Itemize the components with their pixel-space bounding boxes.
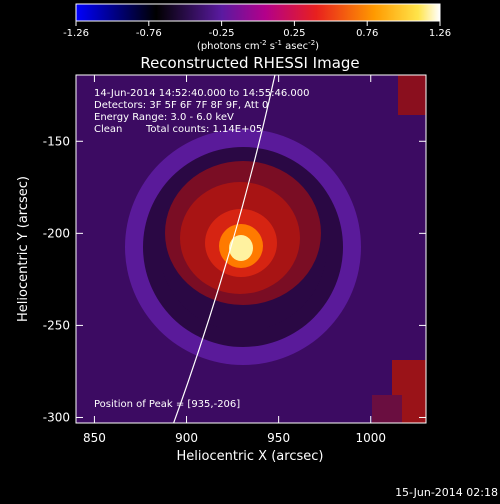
colorbar-tick-label: 0.25	[283, 28, 305, 39]
y-tick-label: -150	[43, 134, 70, 148]
source-peak	[229, 235, 253, 261]
annotation-detectors: Detectors: 3F 5F 6F 7F 8F 9F, Att 0	[94, 100, 268, 111]
solar-limb-line	[173, 75, 276, 423]
colorbar-tick-label: 0.76	[356, 28, 378, 39]
footer-timestamp: 15-Jun-2014 02:18	[395, 486, 498, 499]
x-axis-label: Heliocentric X (arcsec)	[177, 449, 324, 464]
colorbar-tick-label: -1.26	[63, 28, 89, 39]
colorbar-ticks: -1.26 -0.76 -0.25 0.25 0.76 1.26	[63, 21, 451, 39]
y-tick-label: -250	[43, 318, 70, 332]
annotation-peak: Position of Peak = [935,-206]	[94, 399, 240, 410]
annotation-method: Clean	[94, 124, 122, 135]
image-area	[76, 75, 426, 423]
colorbar-tick-label: 1.26	[429, 28, 451, 39]
x-tick-label: 900	[175, 431, 198, 445]
colorbar-unit-label: (photons cm-2 s-1 asec-2)	[197, 39, 319, 52]
corner-source-bottom-right-faint	[372, 395, 402, 423]
colorbar-tick-label: -0.25	[209, 28, 235, 39]
colorbar	[75, 3, 441, 22]
plot-frame	[75, 74, 427, 424]
y-axis-ticks: -150 -200 -250 -300	[43, 134, 426, 424]
x-axis-ticks: 850 900 950 1000	[83, 75, 386, 445]
x-tick-label: 950	[267, 431, 290, 445]
corner-source-top-right	[398, 75, 426, 115]
annotation-energy: Energy Range: 3.0 - 6.0 keV	[94, 112, 234, 123]
y-axis-label: Heliocentric Y (arcsec)	[16, 176, 31, 322]
y-tick-label: -300	[43, 410, 70, 424]
x-tick-label: 1000	[355, 431, 386, 445]
colorbar-tick-label: -0.76	[136, 28, 162, 39]
x-tick-label: 850	[83, 431, 106, 445]
chart-title: Reconstructed RHESSI Image	[140, 54, 359, 72]
annotation-counts: Total counts: 1.14E+05	[145, 124, 262, 135]
y-tick-label: -200	[43, 226, 70, 240]
annotation-time-range: 14-Jun-2014 14:52:40.000 to 14:55:46.000	[94, 88, 310, 99]
